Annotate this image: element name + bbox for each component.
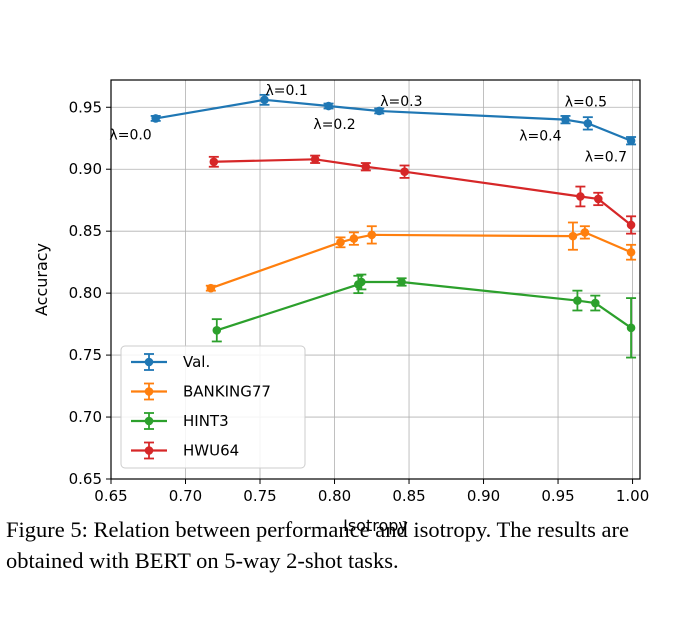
data-point-hwu64	[400, 167, 409, 176]
data-point-hint3	[590, 298, 600, 308]
data-point-hwu64	[209, 157, 219, 167]
x-tick-label: 0.95	[541, 487, 574, 505]
y-tick-label: 0.80	[69, 284, 102, 302]
data-point-val	[583, 119, 593, 128]
data-point-banking77	[349, 234, 359, 243]
data-point-hwu64	[593, 194, 603, 204]
data-point-val	[374, 106, 384, 116]
data-point-banking77	[367, 230, 377, 240]
series-line-banking77	[210, 231, 632, 290]
legend-entry-hint3: HINT3	[131, 412, 229, 430]
y-tick-label: 0.70	[69, 408, 102, 426]
data-point-hwu64	[626, 220, 636, 230]
x-tick-label: 0.75	[243, 487, 276, 505]
lambda-annotation: λ=0.7	[585, 150, 627, 166]
data-point-hint3	[212, 326, 222, 335]
x-tick-label: 0.90	[467, 487, 500, 505]
y-tick-label: 0.75	[69, 346, 102, 364]
data-point-hwu64	[576, 192, 585, 201]
legend-marker	[144, 446, 154, 455]
data-point-hint3	[626, 323, 636, 333]
data-point-banking77	[568, 231, 578, 241]
lambda-annotation: λ=0.5	[565, 94, 607, 110]
axes: 0.65 0.70 0.75 0.80 0.85 0.90 0.95 1.00 0.65 0.70…	[32, 79, 649, 535]
legend: Val. BANKING77 HINT3 HWU64	[120, 345, 306, 469]
data-point-hint3	[573, 296, 582, 305]
x-tick-label: 0.70	[169, 487, 202, 505]
figure-caption: Figure 5: Relation between performance a…	[6, 517, 629, 573]
series-line-hint3	[216, 280, 632, 332]
lambda-annotation: λ=0.2	[313, 117, 355, 133]
legend-marker	[144, 357, 154, 367]
data-point-val	[151, 114, 161, 123]
data-point-val	[561, 115, 570, 124]
legend-label: HINT3	[183, 412, 229, 430]
y-tick-label: 0.65	[69, 470, 102, 488]
y-tick-label: 0.85	[69, 222, 102, 240]
y-tick-label: 0.95	[69, 98, 102, 116]
data-point-val	[260, 95, 269, 105]
legend-label: BANKING77	[183, 383, 271, 401]
legend-label: Val.	[183, 353, 210, 371]
data-point-hwu64	[310, 155, 320, 164]
data-point-hint3	[357, 277, 366, 287]
data-point-banking77	[336, 238, 345, 247]
x-tick-label: 1.00	[616, 487, 649, 505]
legend-label: HWU64	[183, 442, 239, 460]
data-point-hwu64	[361, 162, 371, 172]
lambda-annotation: λ=0.3	[380, 94, 422, 110]
data-point-val	[324, 101, 333, 111]
legend-box	[120, 345, 306, 469]
x-tick-label: 0.80	[318, 487, 351, 505]
lambda-annotations: λ=0.0 λ=0.1 λ=0.2 λ=0.3 λ=0.4 λ=0.5 λ=0.7	[109, 83, 627, 166]
legend-entry-banking77: BANKING77	[131, 383, 271, 401]
data-point-hint3	[397, 277, 406, 287]
legend-marker	[144, 387, 154, 396]
lambda-annotation: λ=0.4	[519, 129, 561, 145]
legend-marker	[144, 416, 154, 426]
data-point-banking77	[580, 228, 590, 237]
plot-frame	[110, 79, 641, 480]
data-point-banking77	[626, 247, 636, 257]
data-point-val	[626, 136, 636, 146]
data-point-banking77	[206, 283, 216, 293]
x-axis-label: Isotropy	[343, 516, 408, 535]
lambda-annotation: λ=0.1	[265, 83, 307, 99]
lambda-annotation: λ=0.0	[109, 127, 151, 143]
series-layer	[150, 93, 637, 359]
legend-entry-hwu64: HWU64	[131, 442, 239, 460]
y-axis-label: Accuracy	[32, 243, 51, 316]
x-tick-label: 0.65	[94, 487, 127, 505]
x-tick-label: 0.85	[392, 487, 425, 505]
y-tick-label: 0.90	[69, 160, 102, 178]
legend-entry-val: Val.	[131, 353, 210, 371]
